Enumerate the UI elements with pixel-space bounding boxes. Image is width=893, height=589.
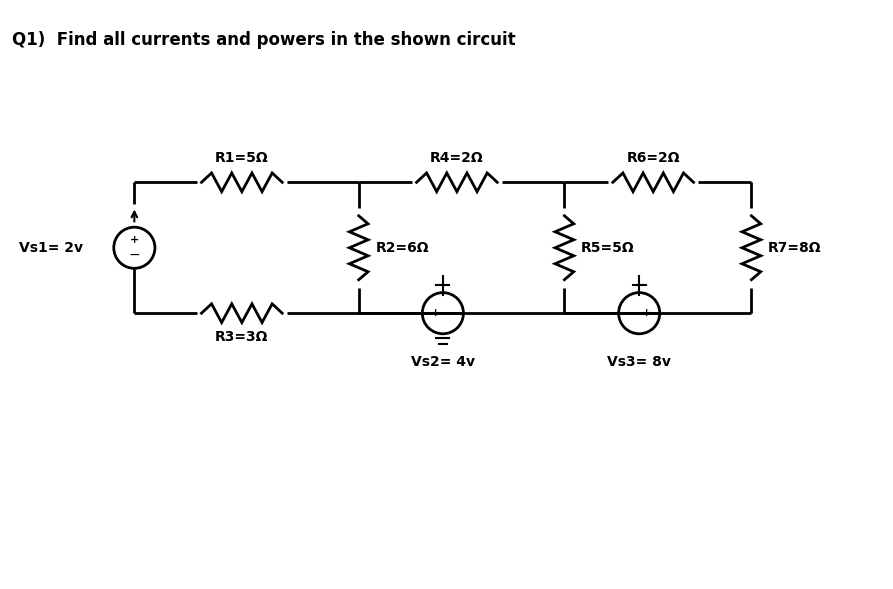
Text: −: −	[445, 306, 456, 320]
Text: R2=6Ω: R2=6Ω	[376, 241, 429, 255]
Text: R6=2Ω: R6=2Ω	[627, 151, 680, 166]
Text: Vs1= 2v: Vs1= 2v	[19, 241, 83, 255]
Text: R7=8Ω: R7=8Ω	[768, 241, 822, 255]
Text: R1=5Ω: R1=5Ω	[215, 151, 269, 166]
Text: +: +	[642, 308, 651, 318]
Text: +: +	[430, 308, 440, 318]
Text: Q1)  Find all currents and powers in the shown circuit: Q1) Find all currents and powers in the …	[13, 31, 516, 49]
Text: Vs2= 4v: Vs2= 4v	[411, 355, 475, 369]
Text: R3=3Ω: R3=3Ω	[215, 330, 269, 344]
Text: R5=5Ω: R5=5Ω	[581, 241, 635, 255]
Text: −: −	[129, 248, 140, 262]
Text: Vs3= 8v: Vs3= 8v	[607, 355, 672, 369]
Text: +: +	[129, 235, 139, 245]
Text: −: −	[626, 306, 638, 320]
Text: R4=2Ω: R4=2Ω	[430, 151, 484, 166]
